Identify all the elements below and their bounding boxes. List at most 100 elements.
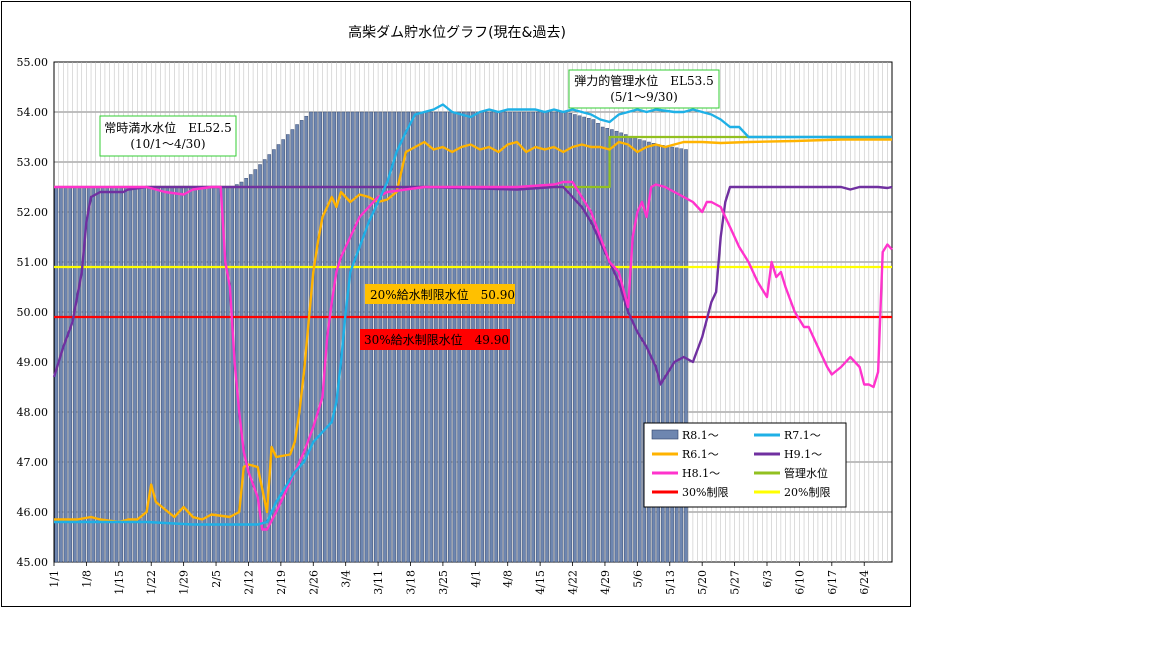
bar-r8-day: [276, 144, 281, 563]
bar-r8-day: [128, 186, 133, 563]
x-tick-label: 2/19: [275, 570, 288, 595]
bar-r8-day: [605, 128, 610, 563]
x-tick-label: 5/13: [664, 570, 677, 595]
series-line-H9.1～: [52, 185, 893, 386]
bar-r8-day: [684, 149, 688, 563]
bar-r8-day: [133, 186, 137, 563]
bar-r8-day: [582, 116, 586, 563]
bar-r8-day: [536, 111, 540, 563]
y-tick-label: 51.00: [17, 256, 49, 269]
y-tick-label: 47.00: [17, 456, 49, 469]
bar-r8-day: [350, 111, 355, 563]
annotation-normal-full-line1: 常時満水水位 EL52.5: [104, 120, 231, 135]
x-tick-label: 4/8: [502, 570, 515, 588]
bar-r8-day: [225, 186, 230, 563]
legend: R8.1～ R7.1～ R6.1～ H9.1～ H8.1～ 管理水位 30%制限 20%制限: [643, 422, 847, 508]
bar-r8-day: [77, 186, 82, 563]
bar-r8-day: [281, 139, 285, 563]
bar-r8-day: [318, 111, 322, 563]
bar-r8-day: [624, 134, 628, 563]
x-tick-label: 3/25: [437, 570, 450, 595]
bar-r8-day: [137, 186, 142, 563]
annotation-normal-full-line2: (10/1～4/30): [130, 137, 205, 151]
bar-r8-day: [114, 186, 119, 563]
bar-r8-day: [642, 140, 647, 563]
x-tick-label: 3/4: [340, 570, 353, 588]
bar-r8-day: [68, 186, 72, 563]
bar-r8-day: [600, 126, 605, 563]
legend-label: R8.1～: [682, 429, 719, 442]
bar-r8-day: [91, 186, 96, 563]
bar-r8-day: [651, 143, 656, 563]
bar-r8-day: [559, 111, 563, 563]
bar-r8-day: [596, 123, 600, 563]
bar-r8-day: [670, 146, 674, 563]
bar-r8-day: [151, 186, 156, 563]
legend-swatch: [651, 429, 679, 440]
x-tick-label: 5/20: [696, 570, 709, 595]
bar-r8-day: [290, 129, 295, 563]
x-tick-label: 6/17: [826, 570, 839, 595]
bar-r8-day: [591, 119, 596, 563]
bar-r8-day: [512, 111, 517, 563]
bar-r8-day: [633, 137, 637, 563]
bar-r8-day: [59, 186, 63, 563]
bar-r8-day: [170, 186, 174, 563]
bar-r8-day: [568, 113, 573, 563]
x-tick-label: 1/1: [48, 570, 61, 588]
bar-r8-day: [165, 186, 170, 563]
bar-r8-day: [522, 111, 526, 563]
bar-r8-day: [63, 186, 68, 563]
bar-r8-day: [119, 186, 123, 563]
label-limit30: 30%給水制限水位 49.90: [360, 329, 510, 350]
y-tick-label: 46.00: [17, 506, 49, 519]
bar-r8-day: [105, 186, 110, 563]
x-tick-label: 2/5: [210, 570, 223, 588]
bar-r8-day: [299, 120, 304, 563]
y-tick-label: 54.00: [17, 106, 49, 119]
bar-r8-day: [202, 186, 207, 563]
bar-r8-day: [86, 186, 91, 563]
series-line-R7.1～: [54, 103, 892, 526]
bar-r8-day: [679, 148, 684, 563]
bar-r8-day: [239, 181, 244, 563]
x-tick-label: 4/1: [469, 570, 482, 588]
label-limit20: 20%給水制限水位 50.90: [365, 284, 515, 304]
bar-r8-day: [207, 186, 211, 563]
bar-r8-day: [549, 111, 554, 563]
chart-frame: 高柴ダム貯水位グラフ(現在&過去) 45.00 46.00 47.00 48.00 49…: [1, 1, 911, 607]
bar-r8-day: [674, 147, 679, 563]
annotation-elastic-line1: 弾力的管理水位 EL53.5: [574, 73, 713, 88]
bar-r8-day: [526, 111, 531, 563]
y-tick-label: 48.00: [17, 406, 49, 419]
x-tick-label: 3/11: [372, 570, 385, 595]
bar-r8-day: [628, 135, 633, 563]
bar-r8-day: [286, 134, 290, 563]
bar-r8-day: [142, 186, 147, 563]
line-series: [52, 103, 893, 531]
bar-r8-day: [253, 169, 258, 563]
x-tick-label: 1/22: [145, 570, 158, 595]
bar-r8-day: [188, 186, 193, 563]
bar-r8-day: [637, 139, 642, 563]
bar-r8-day: [123, 186, 128, 563]
bar-r8-day: [517, 111, 522, 563]
grid-vertical: [58, 62, 888, 562]
bar-r8-day: [610, 129, 614, 563]
bar-r8-day: [336, 111, 341, 563]
x-tick-label: 3/18: [404, 570, 417, 595]
legend-label: 30%制限: [682, 486, 728, 499]
bar-r8-day: [248, 174, 253, 563]
bar-r8-day: [545, 111, 549, 563]
bar-r8-day: [110, 186, 114, 563]
bar-r8-day: [211, 186, 216, 563]
x-tick-label: 4/22: [567, 570, 580, 595]
bar-r8-day: [174, 186, 179, 563]
bar-r8-day: [262, 159, 267, 563]
x-tick-label: 1/15: [113, 570, 126, 595]
bar-r8-day: [100, 186, 105, 563]
bar-r8-day: [193, 186, 197, 563]
series-line-R6.1～: [54, 138, 892, 524]
x-tick-label: 1/29: [178, 570, 191, 595]
bar-r8-day: [179, 186, 184, 563]
